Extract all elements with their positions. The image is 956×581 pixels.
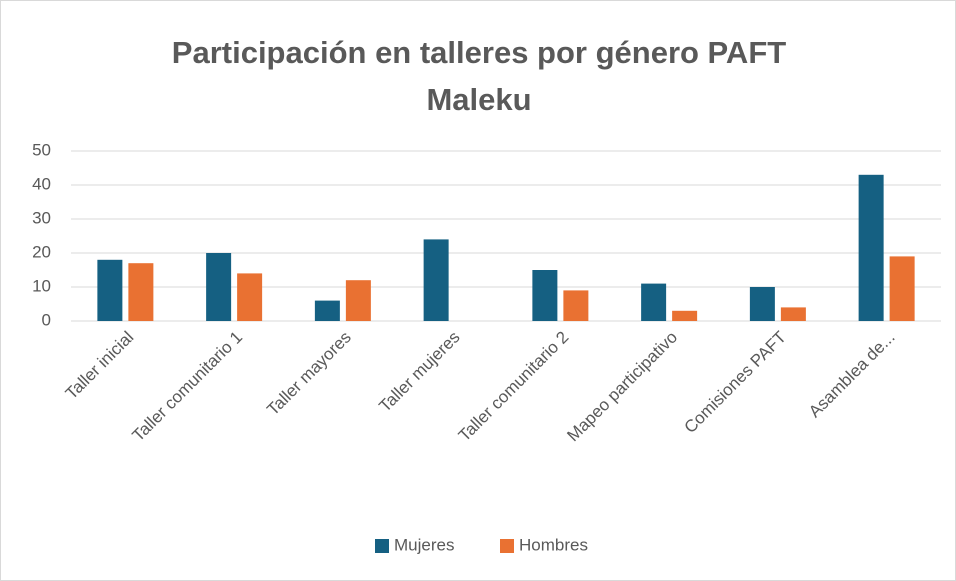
y-tick-label: 30 [32,208,51,227]
bar [237,273,263,321]
bar [423,239,449,321]
chart-title: Participación en talleres por género PAF… [171,35,787,117]
bar [206,253,232,321]
bar [858,174,884,321]
bar [889,256,915,321]
bar [749,287,775,321]
bar [780,307,806,321]
x-tick-label: Comisiones PAFT [680,328,789,437]
x-tick-label: Mapeo participativo [563,328,681,446]
bar [345,280,371,321]
x-tick-label: Taller mujeres [375,328,463,416]
y-tick-label: 20 [32,242,51,261]
legend-label: Mujeres [394,535,454,554]
x-tick-label: Taller comunitario 1 [128,328,246,446]
bar [128,263,154,321]
legend-label: Hombres [519,535,588,554]
legend-swatch [375,539,389,553]
bar [97,259,123,321]
legend-swatch [500,539,514,553]
y-tick-label: 50 [32,140,51,159]
y-tick-label: 10 [32,276,51,295]
bar [563,290,589,321]
bar [672,310,698,321]
bar [641,283,667,321]
x-tick-label: Taller mayores [263,328,355,420]
x-tick-label: Taller comunitario 2 [455,328,573,446]
y-tick-label: 40 [32,174,51,193]
x-tick-label: Asamblea de... [805,328,899,422]
bar [532,270,558,321]
y-tick-label: 0 [42,310,51,329]
x-tick-label: Taller inicial [62,328,138,404]
bar [314,300,340,321]
